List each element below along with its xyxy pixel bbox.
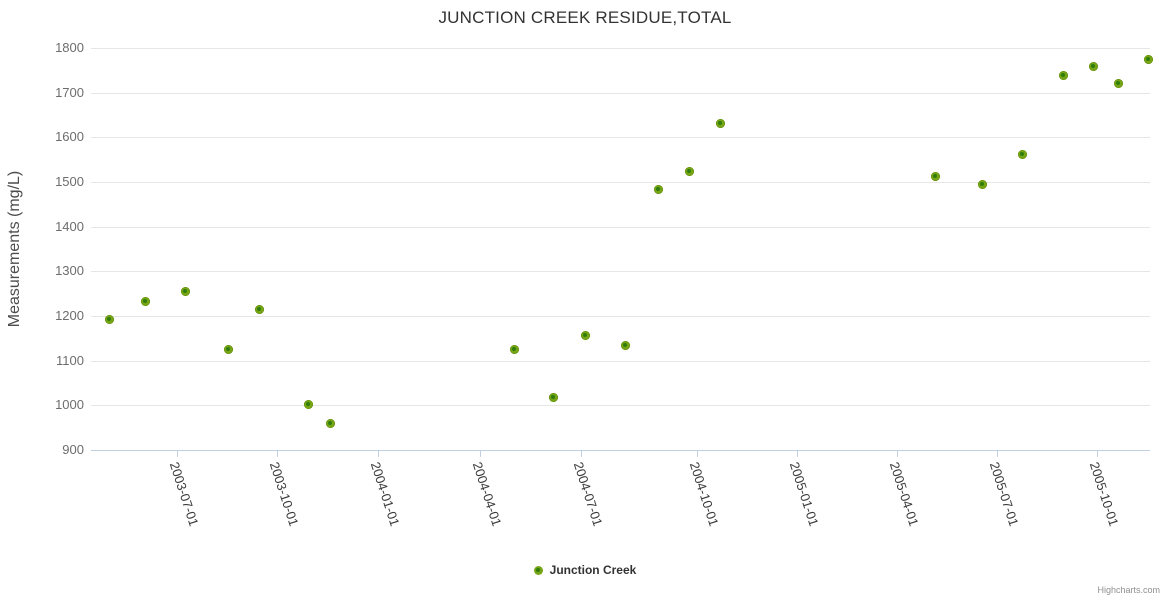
- data-point[interactable]: [180, 286, 190, 296]
- data-point[interactable]: [653, 184, 663, 194]
- x-axis-line: [91, 450, 1150, 451]
- gridline: [91, 405, 1150, 407]
- data-point[interactable]: [715, 118, 725, 128]
- chart-title: JUNCTION CREEK RESIDUE,TOTAL: [438, 8, 732, 27]
- data-point[interactable]: [303, 399, 313, 409]
- data-point[interactable]: [1017, 149, 1027, 159]
- x-axis-tick-label: 2005-07-01: [986, 460, 1022, 528]
- x-axis-tick-label: 2004-01-01: [367, 460, 403, 528]
- y-axis-tick-label: 1600: [55, 129, 84, 145]
- x-axis-tick-label: 2003-07-01: [166, 460, 202, 528]
- legend-item-junction-creek[interactable]: Junction Creek: [533, 563, 637, 577]
- x-axis-tick-label: 2005-01-01: [786, 460, 822, 528]
- y-axis-tick-labels: 900 1000 1100 1200 1300 1400 1500 1600 1700 1800: [16, 41, 84, 456]
- x-axis-tick-label: 2005-04-01: [886, 460, 922, 528]
- data-point[interactable]: [140, 296, 150, 306]
- legend-item-label: Junction Creek: [549, 563, 637, 577]
- x-axis-tick-mark: [797, 451, 798, 457]
- x-axis-tick-mark: [378, 451, 379, 457]
- gridline: [91, 360, 1150, 362]
- x-axis-tick-mark: [581, 451, 582, 457]
- y-axis-tick-label: 1000: [55, 397, 84, 413]
- x-axis-tick-mark: [897, 451, 898, 457]
- x-axis-tick-mark: [177, 451, 178, 457]
- data-point[interactable]: [223, 344, 233, 354]
- x-axis-tick-label: 2005-10-01: [1086, 460, 1122, 528]
- legend-marker-icon: [533, 565, 543, 575]
- y-axis-tick-label: 1700: [55, 84, 84, 100]
- data-point[interactable]: [684, 166, 694, 176]
- data-point[interactable]: [1143, 54, 1153, 64]
- data-point[interactable]: [509, 344, 519, 354]
- y-axis-tick-label: 900: [62, 442, 84, 457]
- y-axis-tick-label: 1800: [55, 40, 84, 55]
- gridline: [91, 92, 1150, 94]
- data-point[interactable]: [254, 304, 264, 314]
- data-point[interactable]: [1113, 78, 1123, 88]
- plot-area: [91, 48, 1153, 451]
- data-point[interactable]: [1088, 61, 1098, 71]
- gridline: [91, 182, 1150, 183]
- x-axis-tick-mark: [997, 451, 998, 457]
- credits-link[interactable]: Highcharts.com: [1097, 585, 1160, 595]
- gridline: [91, 316, 1150, 317]
- x-axis-tick-label: 2003-10-01: [266, 460, 302, 528]
- data-point[interactable]: [104, 314, 114, 324]
- x-axis-tick-mark: [480, 451, 481, 457]
- data-point[interactable]: [977, 179, 987, 189]
- x-axis-tick-label: 2004-07-01: [570, 460, 606, 528]
- data-point[interactable]: [1058, 70, 1068, 80]
- data-point[interactable]: [548, 392, 558, 402]
- y-axis-tick-label: 1500: [55, 174, 84, 189]
- x-axis-tick-label: 2004-04-01: [469, 460, 505, 528]
- gridline: [91, 226, 1150, 228]
- x-axis-tick-mark: [277, 451, 278, 457]
- x-axis-tick-mark: [1097, 451, 1098, 457]
- gridline: [91, 137, 1150, 139]
- legend: Junction Creek: [0, 563, 1170, 578]
- x-axis-tick-mark: [697, 451, 698, 457]
- y-axis-tick-label: 1100: [56, 352, 84, 368]
- gridline: [91, 271, 1150, 273]
- data-point[interactable]: [930, 171, 940, 181]
- x-axis-tick-label: 2004-10-01: [686, 460, 722, 528]
- data-point[interactable]: [620, 340, 630, 350]
- y-axis-tick-label: 1400: [55, 218, 84, 234]
- data-point[interactable]: [580, 330, 590, 340]
- gridline: [91, 48, 1150, 49]
- data-point[interactable]: [325, 418, 335, 428]
- y-axis-tick-label: 1200: [55, 308, 84, 323]
- y-axis-tick-label: 1300: [55, 263, 84, 279]
